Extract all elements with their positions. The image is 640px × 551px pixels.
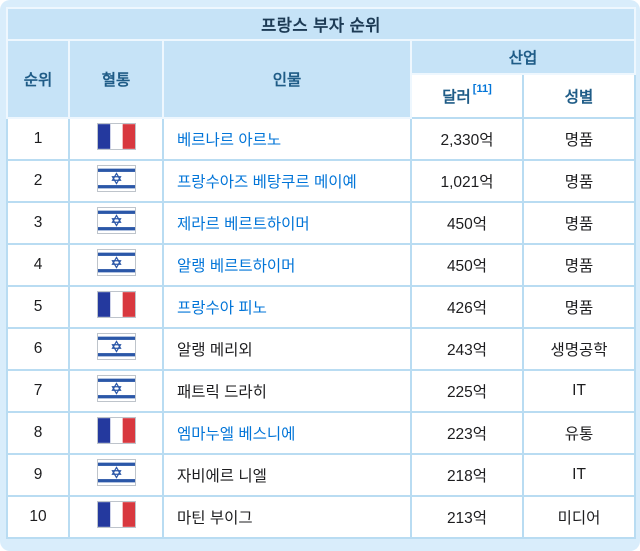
flag-cell (68, 453, 164, 497)
flag-cell (68, 159, 164, 203)
industry-cell: IT (521, 453, 637, 497)
rank-cell: 8 (6, 411, 70, 455)
table-row: 2 프랑수아즈 베탕쿠르 메이예 1,021억 명품 (6, 159, 637, 203)
table-row: 9 자비에르 니엘 218억 IT (6, 453, 637, 497)
flag-cell (68, 495, 164, 539)
rank-cell: 1 (6, 117, 70, 161)
person-link[interactable]: 알랭 베르트하이머 (177, 258, 296, 275)
rank-cell: 3 (6, 201, 70, 245)
israel-flag-icon (97, 250, 135, 275)
industry-cell: 생명공학 (521, 327, 637, 371)
flag-cell (68, 369, 164, 413)
person-cell: 프랑수아 피노 (162, 285, 412, 329)
table-row: 1 베르나르 아르노 2,330억 명품 (6, 117, 637, 161)
col-header-dollar: 달러[11] (410, 73, 524, 119)
table-row: 5 프랑수아 피노 426억 명품 (6, 285, 637, 329)
person-cell: 프랑수아즈 베탕쿠르 메이예 (162, 159, 412, 203)
person-link[interactable]: 엠마누엘 베스니에 (177, 426, 296, 443)
col-header-industry-group: 산업 (409, 39, 637, 75)
amount-cell: 223억 (410, 411, 524, 455)
col-header-gender: 성별 (521, 73, 637, 119)
header-row: 순위 혈통 인물 산업 (6, 39, 637, 119)
amount-cell: 218억 (410, 453, 524, 497)
person-name: 알랭 메리외 (177, 342, 253, 359)
col-header-rank: 순위 (6, 39, 70, 119)
person-name: 자비에르 니엘 (177, 468, 267, 485)
rank-cell: 9 (6, 453, 70, 497)
person-cell: 알랭 베르트하이머 (162, 243, 412, 287)
person-cell: 베르나르 아르노 (162, 117, 412, 161)
person-link[interactable]: 제라르 베르트하이머 (177, 216, 310, 233)
rank-cell: 2 (6, 159, 70, 203)
amount-cell: 225억 (410, 369, 524, 413)
table-row: 6 알랭 메리외 243억 생명공학 (6, 327, 637, 371)
rank-cell: 6 (6, 327, 70, 371)
industry-cell: 미디어 (521, 495, 637, 539)
person-cell: 마틴 부이그 (162, 495, 412, 539)
industry-cell: 유통 (521, 411, 637, 455)
person-name: 패트릭 드라히 (177, 384, 267, 401)
person-cell: 자비에르 니엘 (162, 453, 412, 497)
industry-cell: IT (521, 369, 637, 413)
amount-cell: 213억 (410, 495, 524, 539)
amount-cell: 426억 (410, 285, 524, 329)
amount-cell: 243억 (410, 327, 524, 371)
footnote-11-link[interactable]: [11] (472, 82, 492, 95)
flag-cell (68, 285, 164, 329)
rank-cell: 7 (6, 369, 70, 413)
rank-cell: 5 (6, 285, 70, 329)
france-flag-icon (97, 124, 135, 149)
rank-cell: 4 (6, 243, 70, 287)
col-header-person: 인물 (162, 39, 412, 119)
france-flag-icon (97, 418, 135, 443)
table-row: 3 제라르 베르트하이머 450억 명품 (6, 201, 637, 245)
flag-cell (68, 327, 164, 371)
amount-cell: 2,330억 (410, 117, 524, 161)
dollar-label: 달러 (442, 89, 471, 106)
france-flag-icon (97, 292, 135, 317)
industry-cell: 명품 (521, 117, 637, 161)
table-body: 1 베르나르 아르노 2,330억 명품 2 프랑수아즈 베탕쿠르 메이예 1,… (6, 117, 637, 539)
table-title: 프랑스 부자 순위 (5, 7, 637, 41)
israel-flag-icon (97, 334, 135, 359)
flag-cell (68, 201, 164, 245)
israel-flag-icon (97, 166, 135, 191)
title-row: 프랑스 부자 순위 (5, 7, 637, 41)
person-cell: 엠마누엘 베스니에 (162, 411, 412, 455)
industry-cell: 명품 (521, 285, 637, 329)
israel-flag-icon (97, 460, 135, 485)
industry-cell: 명품 (521, 159, 637, 203)
person-link[interactable]: 프랑수아즈 베탕쿠르 메이예 (177, 174, 357, 191)
table-row: 10 마틴 부이그 213억 미디어 (6, 495, 637, 539)
col-header-lineage: 혈통 (68, 39, 164, 119)
france-flag-icon (97, 502, 135, 527)
industry-cell: 명품 (521, 243, 637, 287)
flag-cell (68, 117, 164, 161)
rank-cell: 10 (6, 495, 70, 539)
person-link[interactable]: 프랑수아 피노 (177, 300, 267, 317)
table-row: 8 엠마누엘 베스니에 223억 유통 (6, 411, 637, 455)
person-name: 마틴 부이그 (177, 510, 253, 527)
person-cell: 알랭 메리외 (162, 327, 412, 371)
person-cell: 패트릭 드라히 (162, 369, 412, 413)
amount-cell: 450억 (410, 243, 524, 287)
flag-cell (68, 411, 164, 455)
table-row: 4 알랭 베르트하이머 450억 명품 (6, 243, 637, 287)
subheader-row: 달러[11] 성별 (7, 73, 637, 119)
amount-cell: 450억 (410, 201, 524, 245)
amount-cell: 1,021억 (410, 159, 524, 203)
industry-cell: 명품 (521, 201, 637, 245)
table-row: 7 패트릭 드라히 225억 IT (6, 369, 637, 413)
israel-flag-icon (97, 376, 135, 401)
person-cell: 제라르 베르트하이머 (162, 201, 412, 245)
flag-cell (68, 243, 164, 287)
ranking-table: 프랑스 부자 순위 순위 혈통 인물 산업 달러[11] 성별 1 베르나르 아… (5, 7, 637, 539)
israel-flag-icon (97, 208, 135, 233)
person-link[interactable]: 베르나르 아르노 (177, 132, 282, 149)
